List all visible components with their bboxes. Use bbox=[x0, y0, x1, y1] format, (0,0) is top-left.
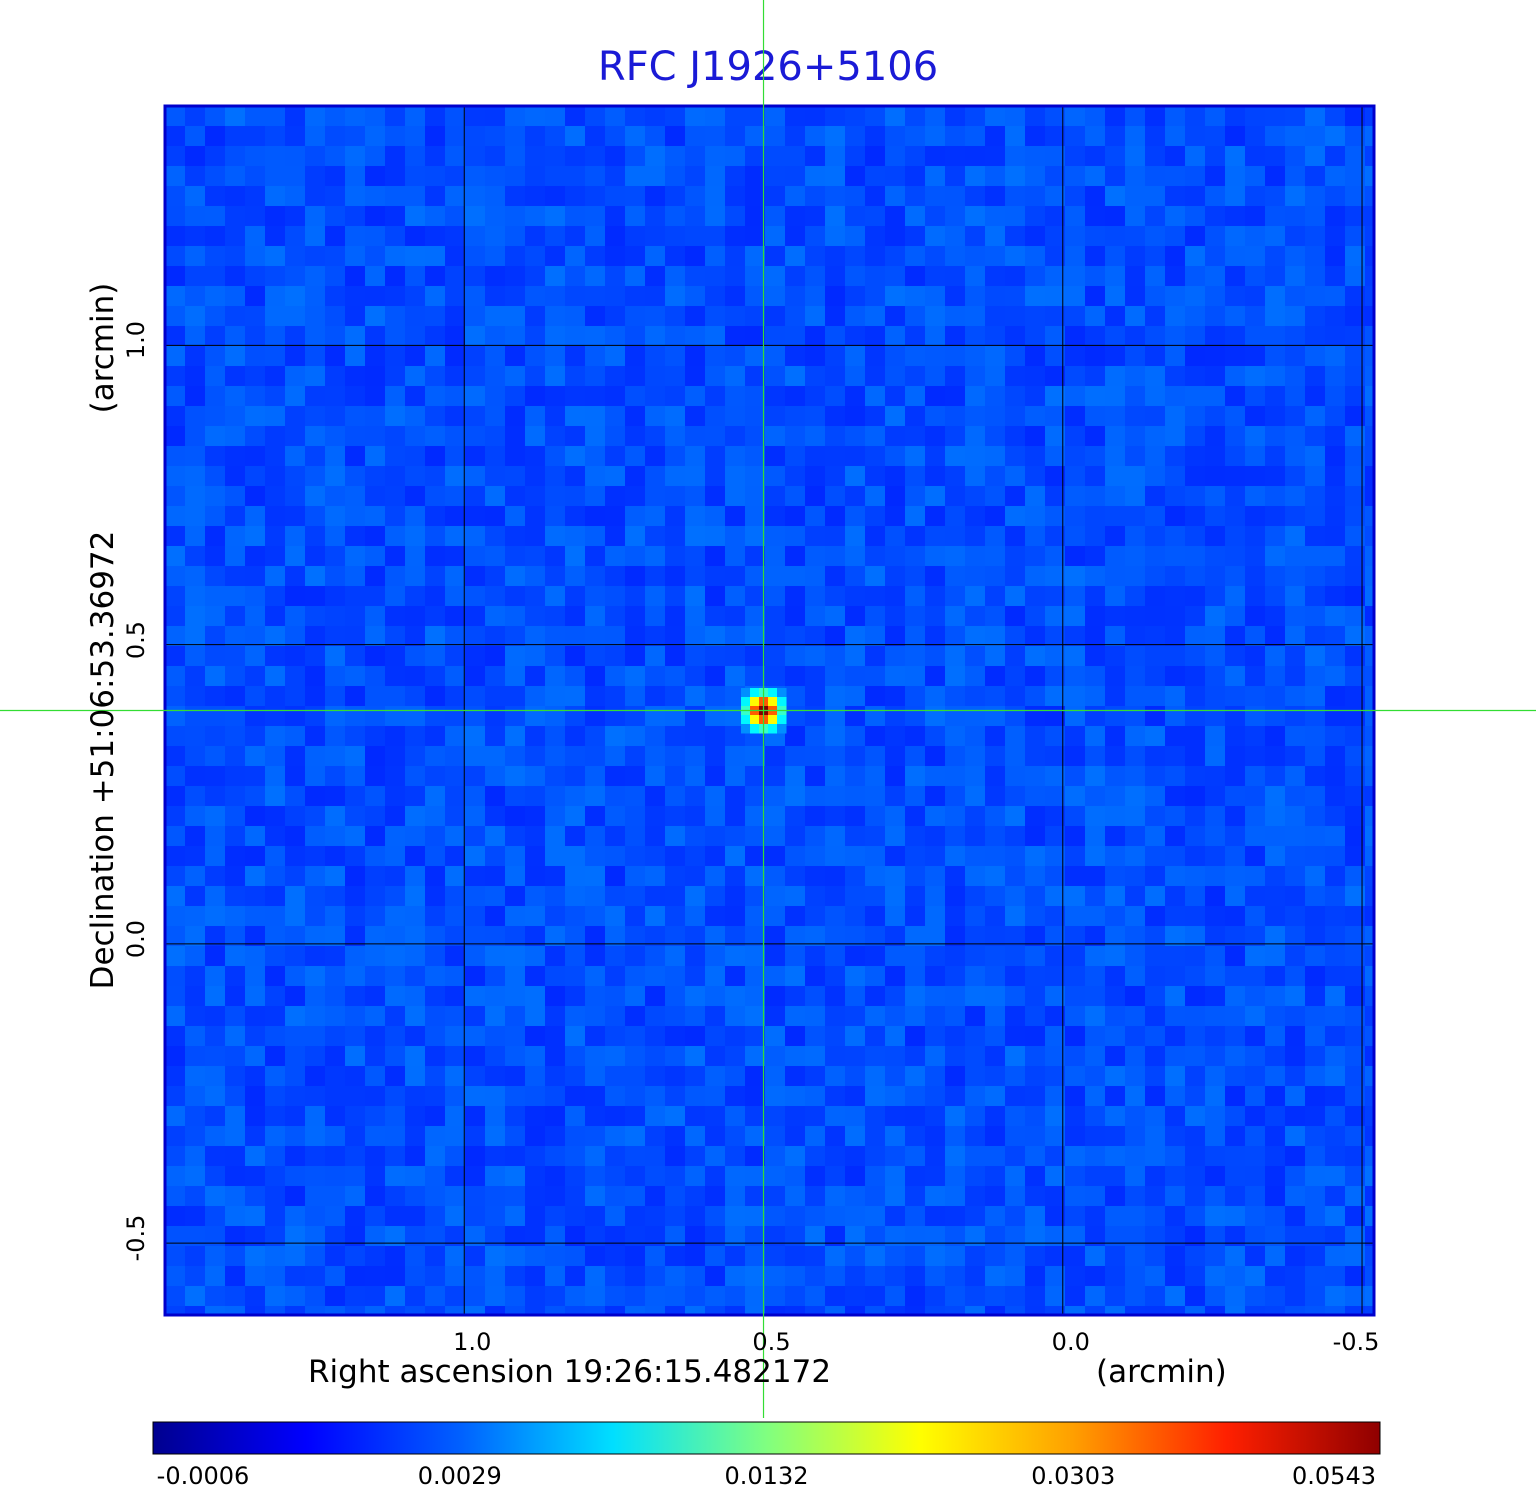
colorbar-tick-label: 0.0543 bbox=[1292, 1462, 1376, 1490]
y-tick-label: 1.0 bbox=[122, 321, 150, 360]
colorbar-tick-label: 0.0132 bbox=[724, 1462, 809, 1490]
source-pixel bbox=[777, 715, 787, 725]
y-axis-unit: (arcmin) bbox=[85, 282, 121, 414]
colorbar-tick-label: 0.0029 bbox=[417, 1462, 502, 1490]
source-pixel bbox=[768, 715, 778, 725]
source-pixel bbox=[768, 724, 778, 734]
source-pixel bbox=[750, 697, 760, 707]
x-tick-label: -0.5 bbox=[1332, 1328, 1380, 1356]
source-pixel bbox=[777, 724, 787, 734]
colorbar-tick-label: 0.0303 bbox=[1031, 1462, 1116, 1490]
x-tick-label: 0.5 bbox=[752, 1328, 791, 1356]
x-axis-label: Right ascension 19:26:15.482172 bbox=[308, 1354, 832, 1390]
source-pixel bbox=[741, 724, 751, 734]
source-pixel bbox=[741, 688, 751, 698]
x-tick-label: 0.0 bbox=[1051, 1328, 1090, 1356]
y-axis-label: Declination +51:06:53.36972 bbox=[85, 530, 121, 990]
source-pixel bbox=[777, 697, 787, 707]
source-pixel bbox=[741, 697, 751, 707]
chart-title: RFC J1926+5106 bbox=[597, 44, 939, 90]
crosshair bbox=[0, 0, 1536, 1418]
source-pixel bbox=[777, 688, 787, 698]
y-tick-label: 0.5 bbox=[122, 620, 150, 659]
x-axis-unit: (arcmin) bbox=[1096, 1354, 1227, 1390]
x-tick-label: 1.0 bbox=[453, 1328, 492, 1356]
source-pixel bbox=[741, 715, 751, 725]
colorbar bbox=[152, 1421, 1381, 1455]
source-pixel bbox=[768, 688, 778, 698]
colorbar-tick-label: -0.0006 bbox=[156, 1462, 250, 1490]
source-pixel bbox=[750, 724, 760, 734]
source-pixel bbox=[750, 688, 760, 698]
source-pixel bbox=[750, 715, 760, 725]
y-tick-label: 0.0 bbox=[122, 919, 150, 958]
y-tick-label: -0.5 bbox=[122, 1214, 150, 1262]
source-pixel bbox=[768, 697, 778, 707]
